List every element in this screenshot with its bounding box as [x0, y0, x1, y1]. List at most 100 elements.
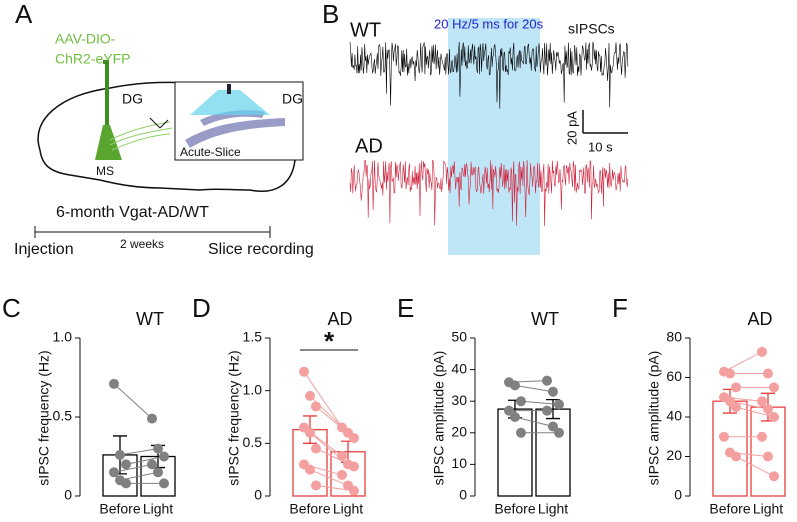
- data-point: [121, 478, 131, 489]
- y-tick-label: 40: [451, 360, 467, 376]
- data-point: [109, 467, 119, 478]
- y-axis-label: sIPSC frequency (Hz): [36, 350, 52, 485]
- x-tick-label: Light: [143, 501, 173, 517]
- data-point: [719, 431, 729, 442]
- data-point: [769, 471, 779, 482]
- data-point: [763, 368, 773, 379]
- pair-line: [119, 448, 159, 456]
- data-point: [763, 451, 773, 462]
- data-point: [305, 390, 315, 401]
- data-point: [554, 427, 564, 438]
- data-point: [349, 461, 359, 472]
- scale-bar: [582, 110, 628, 134]
- data-point: [548, 386, 558, 397]
- region-label: DG: [282, 91, 303, 107]
- data-point: [757, 396, 767, 407]
- pair-line: [520, 400, 560, 405]
- panel-letter: C: [2, 293, 21, 323]
- pair-line: [735, 456, 775, 477]
- x-tick-label: Light: [333, 501, 363, 517]
- data-point: [731, 402, 741, 413]
- data-point: [305, 464, 315, 475]
- panel-letter: D: [192, 293, 211, 323]
- y-tick-label: 1.5: [243, 329, 263, 345]
- data-point: [725, 368, 735, 379]
- region-label: DG: [122, 91, 143, 107]
- chart-title: AD: [327, 309, 352, 329]
- y-tick-label: 20: [666, 447, 682, 463]
- x-tick-label: Before: [494, 501, 535, 517]
- data-point: [311, 443, 321, 454]
- y-tick-label: 10: [451, 455, 467, 471]
- x-tick-label: Before: [99, 501, 140, 517]
- data-point: [115, 449, 125, 460]
- y-axis-label: sIPSC amplitude (pA): [646, 351, 662, 486]
- pair-line: [113, 383, 153, 419]
- data-point: [731, 451, 741, 462]
- pair-line: [309, 469, 349, 486]
- y-tick-label: 0.5: [243, 434, 263, 450]
- y-tick-label: 40: [666, 408, 682, 424]
- data-point: [548, 421, 558, 432]
- panel-letter: F: [612, 293, 628, 323]
- site-label: MS: [96, 164, 114, 178]
- panel-letter: B: [322, 0, 339, 29]
- timeline: [34, 226, 271, 238]
- pair-line: [113, 463, 153, 473]
- data-point: [516, 396, 526, 407]
- y-tick-label: 0: [64, 487, 72, 503]
- significance-label: *: [324, 326, 335, 356]
- pair-line: [735, 406, 775, 418]
- chart-title: WT: [136, 309, 164, 329]
- data-point: [731, 382, 741, 393]
- y-tick-label: 0.5: [53, 408, 73, 424]
- timeline-end: Slice recording: [208, 241, 314, 258]
- data-point: [769, 412, 779, 422]
- y-tick-label: 0: [674, 487, 682, 503]
- stimulus-label: 20 Hz/5 ms for 20s: [434, 16, 544, 31]
- brain-diagram: [37, 60, 304, 192]
- trace-label: AD: [355, 135, 383, 157]
- data-point: [504, 405, 514, 416]
- scale-label: 10 s: [588, 139, 613, 154]
- trace: [349, 159, 629, 227]
- data-point: [769, 382, 779, 393]
- panel-letter: E: [397, 293, 414, 323]
- data-point: [159, 478, 169, 489]
- pair-line: [303, 371, 343, 428]
- y-tick-label: 20: [451, 424, 467, 440]
- data-point: [337, 469, 347, 480]
- y-tick-label: 30: [451, 392, 467, 408]
- chart-title: AD: [747, 309, 772, 329]
- trace: [349, 41, 629, 109]
- data-point: [349, 433, 359, 444]
- bar: [497, 408, 533, 497]
- data-point: [159, 451, 169, 462]
- y-tick-label: 80: [666, 329, 682, 345]
- interval-label: 2 weeks: [120, 237, 164, 251]
- x-tick-label: Before: [289, 501, 330, 517]
- inset-caption: Acute-Slice: [180, 145, 241, 159]
- cohort-label: 6-month Vgat-AD/WT: [56, 204, 209, 221]
- data-point: [757, 346, 767, 357]
- data-point: [109, 378, 119, 389]
- pair-line: [723, 351, 763, 373]
- data-point: [510, 380, 520, 391]
- timeline-start: Injection: [14, 241, 74, 258]
- y-tick-label: 1.0: [243, 381, 263, 397]
- pair-line: [514, 416, 554, 427]
- data-point: [763, 404, 773, 415]
- data-point: [153, 443, 163, 454]
- chart-title: WT: [531, 309, 559, 329]
- panel-letter: A: [15, 0, 33, 29]
- data-point: [153, 467, 163, 478]
- traces: [349, 41, 629, 227]
- y-tick-label: 1.0: [53, 329, 73, 345]
- data-point: [542, 375, 552, 386]
- data-point: [147, 413, 157, 424]
- trace-label: WT: [350, 19, 381, 41]
- data-point: [349, 485, 359, 496]
- data-point: [510, 412, 520, 422]
- y-axis-label: sIPSC amplitude (pA): [431, 351, 447, 486]
